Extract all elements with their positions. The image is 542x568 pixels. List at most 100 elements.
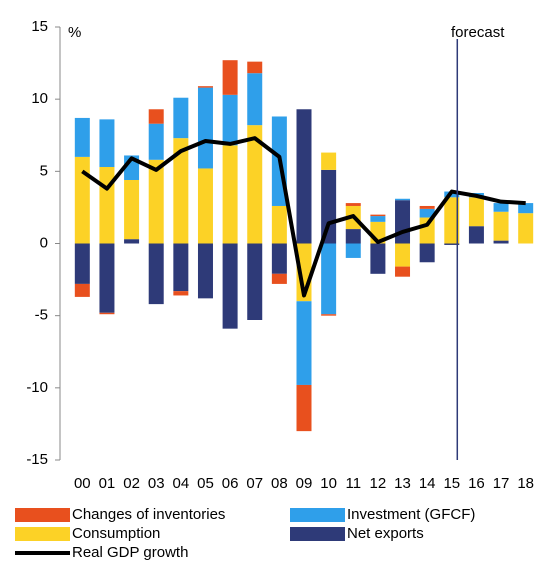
legend-swatch: [290, 508, 345, 522]
bar-segment: [222, 145, 238, 244]
bar-segment: [493, 203, 509, 212]
bar-segment: [370, 216, 386, 222]
bar-segment: [148, 123, 164, 160]
bar-segment: [197, 87, 213, 169]
x-tick-label: 18: [517, 475, 534, 492]
legend-label: Net exports: [347, 525, 424, 542]
bar-segment: [493, 211, 509, 241]
bar-segment: [419, 243, 435, 263]
bar-segment: [321, 243, 337, 315]
bar-segment: [321, 152, 337, 170]
bar-segment: [247, 61, 263, 74]
bar-segment: [370, 243, 386, 274]
y-tick-label: -10: [26, 379, 48, 396]
bar-segment: [468, 226, 484, 244]
bar-segment: [148, 243, 164, 305]
x-tick-label: 16: [468, 475, 485, 492]
legend-label: Investment (GFCF): [347, 506, 475, 523]
bar-segment: [419, 208, 435, 218]
bar-segment: [419, 205, 435, 209]
bar-segment: [99, 167, 115, 244]
bar-segment: [99, 119, 115, 168]
bar-segment: [345, 203, 361, 206]
bar-segment: [370, 214, 386, 217]
legend-label: Changes of inventories: [72, 506, 225, 523]
forecast-label: forecast: [451, 24, 505, 41]
x-tick-label: 11: [345, 475, 361, 492]
x-tick-label: 00: [74, 475, 91, 492]
x-tick-label: 17: [493, 475, 510, 492]
bar-segment: [345, 229, 361, 244]
x-tick-label: 03: [148, 475, 165, 492]
x-tick-label: 01: [99, 475, 116, 492]
bar-segment: [444, 243, 460, 245]
bar-segment: [271, 273, 287, 284]
bar-segment: [124, 179, 140, 240]
bar-segment: [493, 240, 509, 244]
y-tick-label: 0: [40, 234, 48, 251]
bar-segment: [271, 243, 287, 274]
x-tick-label: 09: [296, 475, 313, 492]
bar-segment: [468, 197, 484, 227]
x-tick-label: 15: [443, 475, 460, 492]
bar-segment: [222, 60, 238, 95]
bar-segment: [518, 213, 534, 244]
bar-segment: [395, 198, 411, 201]
legend-swatch: [290, 527, 345, 541]
bar-segment: [321, 169, 337, 244]
bar-segment: [321, 314, 337, 316]
bar-segment: [197, 243, 213, 299]
bar-segment: [124, 239, 140, 244]
bar-segment: [173, 138, 189, 244]
y-tick-label: 15: [31, 18, 48, 35]
bar-segment: [271, 205, 287, 244]
x-tick-label: 14: [419, 475, 436, 492]
y-tick-label: -5: [35, 307, 48, 324]
bar-segment: [173, 97, 189, 139]
bar-segment: [222, 94, 238, 146]
bar-segment: [247, 125, 263, 244]
bar-segment: [173, 291, 189, 296]
bar-segment: [395, 266, 411, 277]
bar-segment: [74, 283, 90, 297]
bar-segment: [99, 312, 115, 315]
y-unit: %: [68, 24, 81, 41]
bar-segment: [296, 301, 312, 385]
bar-segment: [148, 159, 164, 244]
legend-label: Real GDP growth: [72, 544, 188, 561]
bar-segment: [148, 109, 164, 124]
bar-segment: [395, 243, 411, 267]
x-tick-label: 06: [222, 475, 239, 492]
bar-segment: [197, 168, 213, 244]
x-tick-label: 13: [394, 475, 411, 492]
legend-swatch: [15, 508, 70, 522]
bar-segment: [99, 243, 115, 313]
bar-segment: [247, 243, 263, 320]
legend-swatch: [15, 527, 70, 541]
x-tick-label: 12: [370, 475, 387, 492]
bar-segment: [74, 117, 90, 157]
x-tick-label: 05: [197, 475, 214, 492]
x-tick-label: 08: [271, 475, 288, 492]
gdp-line: [81, 136, 526, 298]
bar-segment: [296, 384, 312, 432]
bar-segment: [345, 243, 361, 258]
x-tick-label: 10: [320, 475, 337, 492]
bar-segment: [296, 109, 312, 244]
bar-segment: [197, 86, 213, 88]
y-tick-label: 10: [31, 90, 48, 107]
x-tick-label: 07: [246, 475, 263, 492]
bar-segment: [395, 200, 411, 244]
bar-segment: [247, 73, 263, 126]
bar-segment: [222, 243, 238, 329]
x-tick-label: 02: [123, 475, 140, 492]
x-tick-label: 04: [172, 475, 189, 492]
bar-segment: [518, 203, 534, 214]
y-tick-label: 5: [40, 162, 48, 179]
legend-label: Consumption: [72, 525, 160, 542]
bar-segment: [444, 197, 460, 244]
bar-segment: [74, 156, 90, 244]
bar-segment: [74, 243, 90, 284]
y-tick-label: -15: [26, 451, 48, 468]
